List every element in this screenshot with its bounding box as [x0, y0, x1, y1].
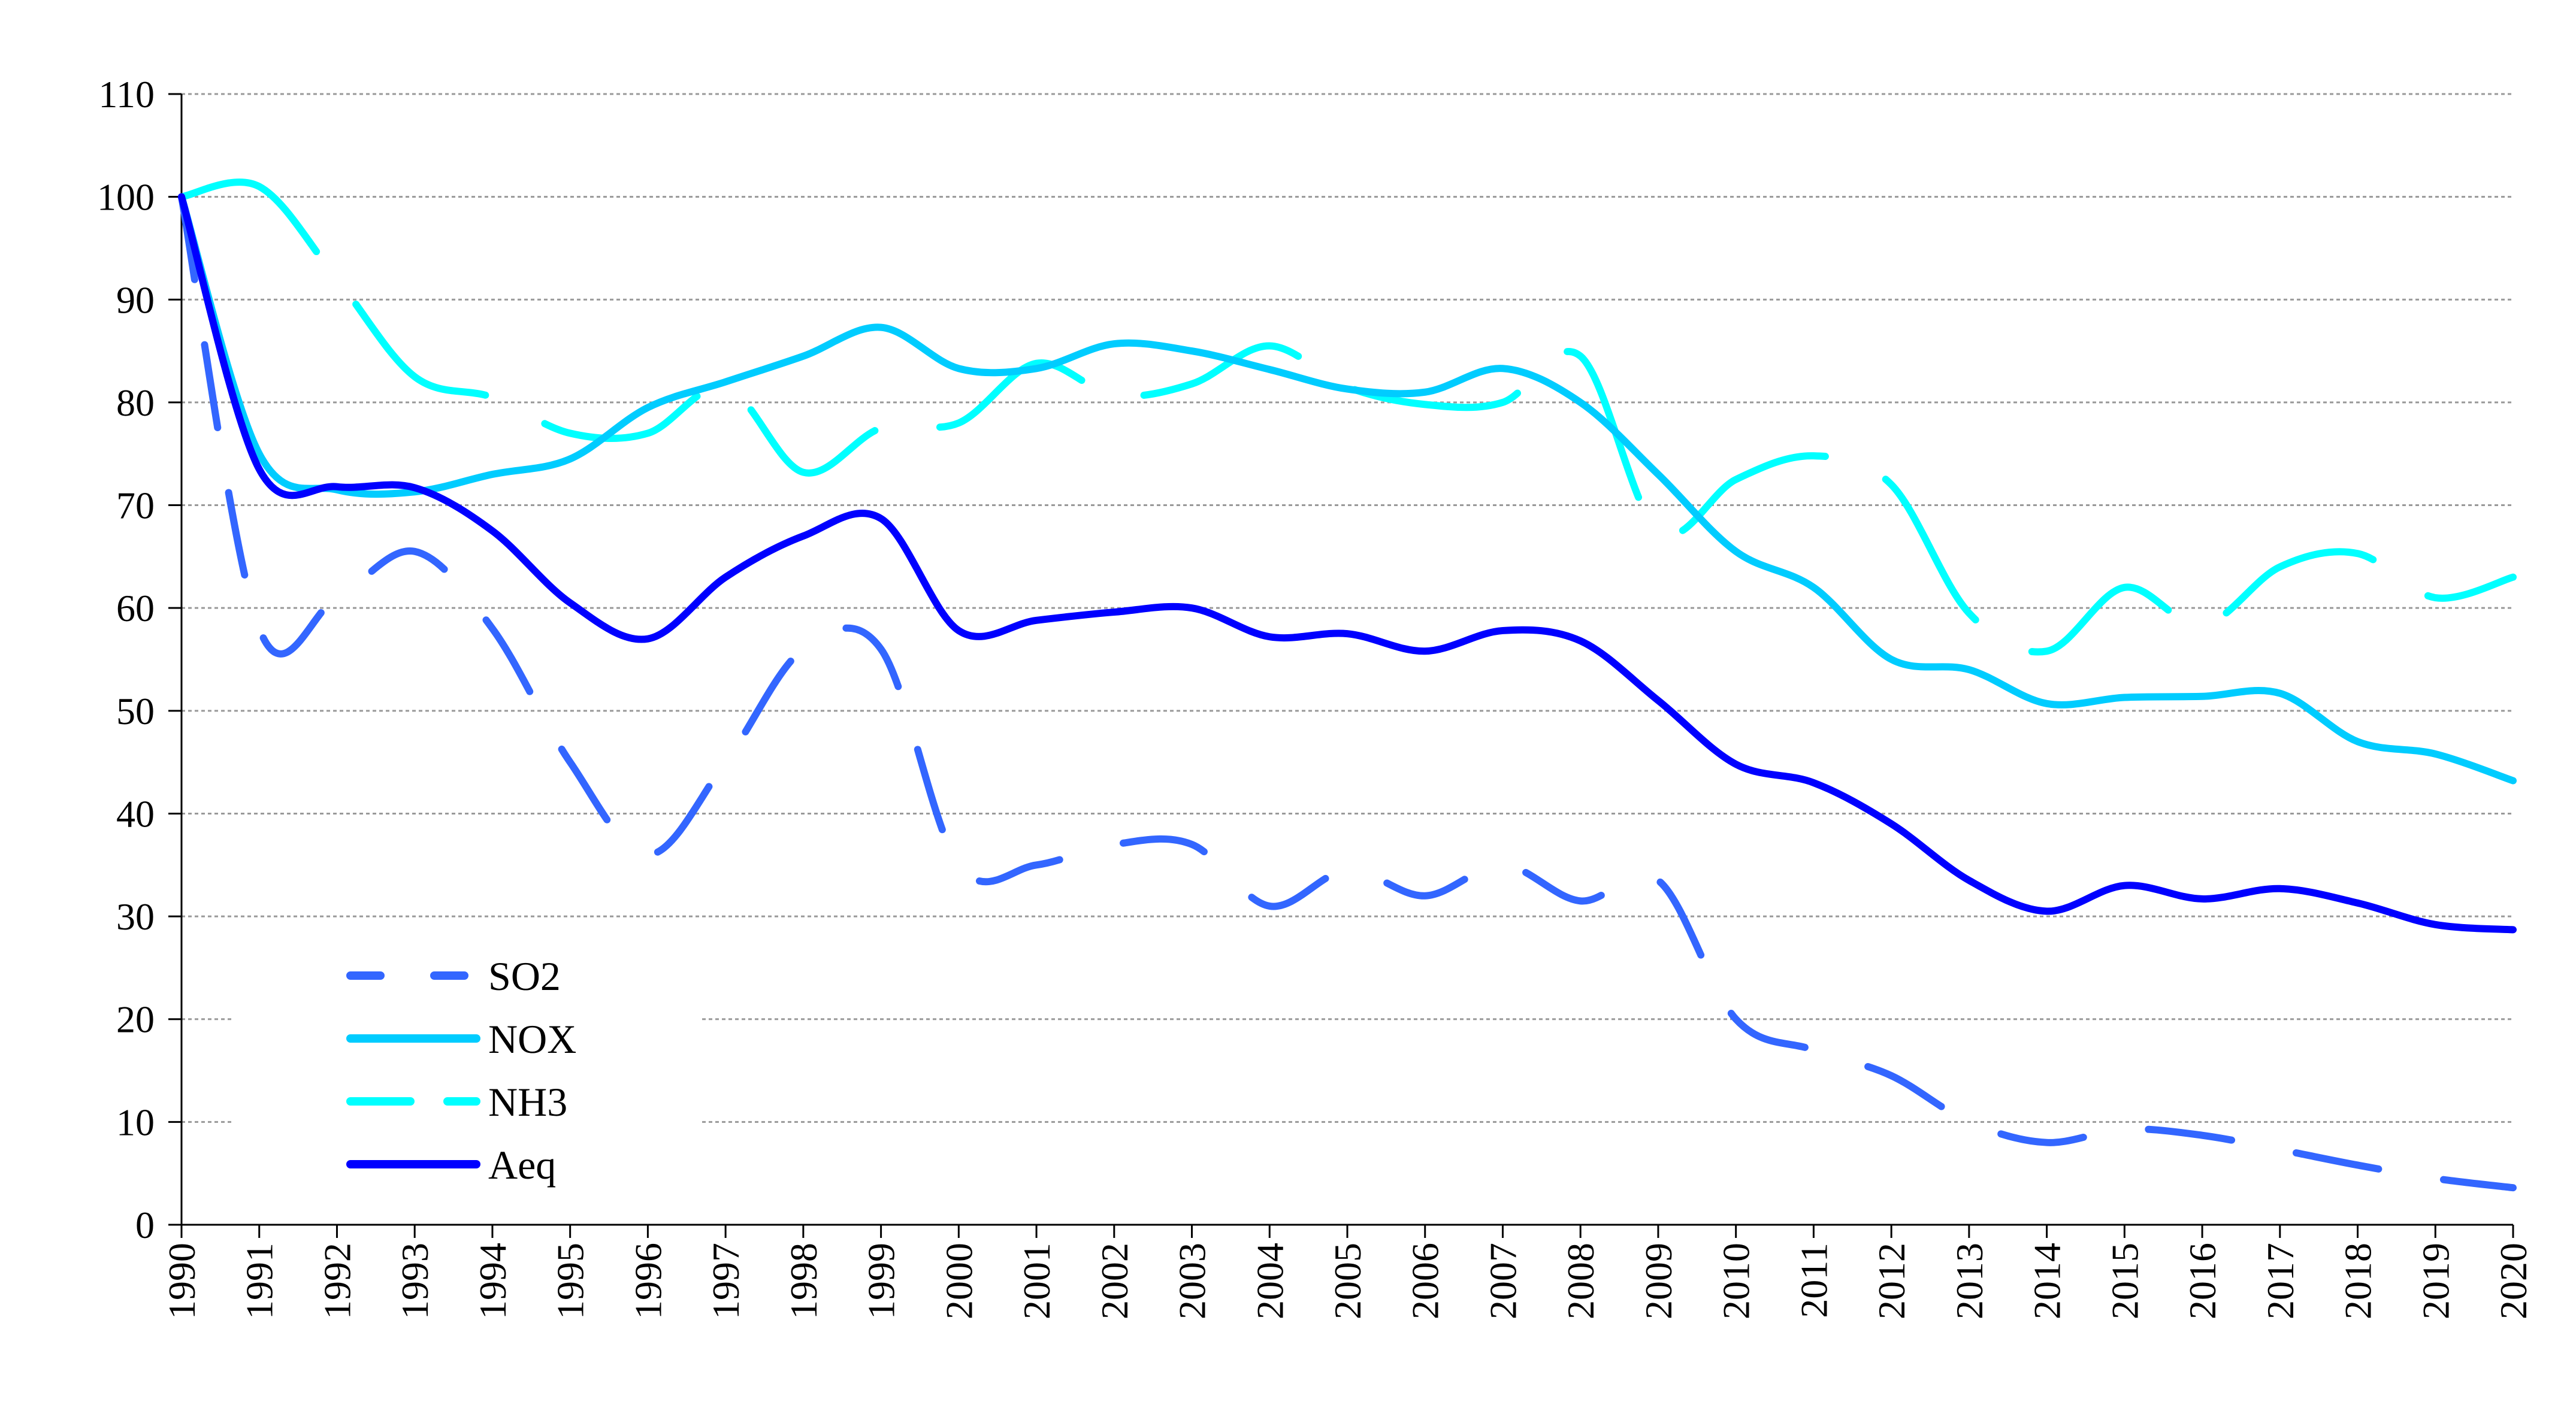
y-tick-label: 40: [116, 792, 155, 835]
x-tick-label: 1992: [316, 1243, 358, 1319]
x-tick-label: 1996: [627, 1243, 669, 1319]
x-tick-label: 2019: [2414, 1243, 2457, 1319]
x-tick-label: 2006: [1404, 1243, 1447, 1319]
y-tick-label: 100: [97, 176, 155, 219]
y-tick-label: 60: [116, 587, 155, 629]
x-tick-label: 2002: [1093, 1243, 1136, 1319]
y-tick-label: 90: [116, 278, 155, 321]
x-tick-label: 2007: [1481, 1243, 1524, 1319]
legend: SO2 NOX NH3 Aeq: [234, 931, 701, 1201]
x-tick-label: 2015: [2103, 1243, 2146, 1319]
y-tick-label: 20: [116, 998, 155, 1041]
x-tick-label: 2000: [938, 1243, 980, 1319]
y-tick-label: 80: [116, 381, 155, 424]
y-tick-label: 10: [116, 1101, 155, 1143]
x-tick-label: 2016: [2181, 1243, 2224, 1319]
x-tick-label: 2014: [2026, 1243, 2069, 1319]
series-line-nox: [178, 193, 2517, 785]
x-tick-label: 2008: [1559, 1243, 1602, 1319]
y-tick-label: 30: [116, 895, 155, 938]
x-tick-label: 2020: [2492, 1243, 2535, 1319]
x-tick-label: 2010: [1715, 1243, 1758, 1319]
axes: 0 10 20 30 40 50 60 70 80 90 100 110 1990 1991 1992 199…: [97, 73, 2535, 1319]
y-tick-label: 70: [116, 485, 155, 527]
y-tick-label: 50: [116, 690, 155, 732]
x-tick-label: 2011: [1792, 1243, 1835, 1318]
x-tick-label: 1990: [161, 1243, 203, 1319]
series-line-so2: [178, 193, 2517, 1192]
x-tick-label: 2001: [1015, 1243, 1058, 1319]
series-line-aeq: [178, 193, 2517, 934]
y-tick-label: 110: [98, 73, 155, 116]
x-tick-label: 1991: [238, 1243, 281, 1319]
x-tick-label: 1997: [705, 1243, 747, 1319]
series-lines: [178, 178, 2517, 1192]
y-tick-label: 0: [135, 1204, 155, 1246]
legend-label-nh3: NH3: [488, 1079, 567, 1125]
x-tick-label: 2012: [1870, 1243, 1913, 1319]
legend-label-aeq: Aeq: [488, 1142, 556, 1188]
series-line-nh3: [178, 178, 2517, 656]
x-tick-label: 1995: [549, 1243, 592, 1319]
x-tick-label: 2003: [1171, 1243, 1214, 1319]
x-tick-label: 1998: [782, 1243, 825, 1319]
legend-label-nox: NOX: [488, 1016, 576, 1062]
x-tick-label: 2005: [1326, 1243, 1369, 1319]
x-tick-label: 2009: [1637, 1243, 1680, 1319]
x-tick-label: 1994: [471, 1243, 514, 1319]
x-tick-label: 1993: [394, 1243, 436, 1319]
x-tick-label: 2004: [1248, 1243, 1291, 1319]
legend-label-so2: SO2: [488, 953, 561, 999]
x-tick-label: 2018: [2337, 1243, 2380, 1319]
x-tick-label: 2017: [2259, 1243, 2302, 1319]
x-tick-label: 1999: [860, 1243, 903, 1319]
x-tick-label: 2013: [1948, 1243, 1991, 1319]
